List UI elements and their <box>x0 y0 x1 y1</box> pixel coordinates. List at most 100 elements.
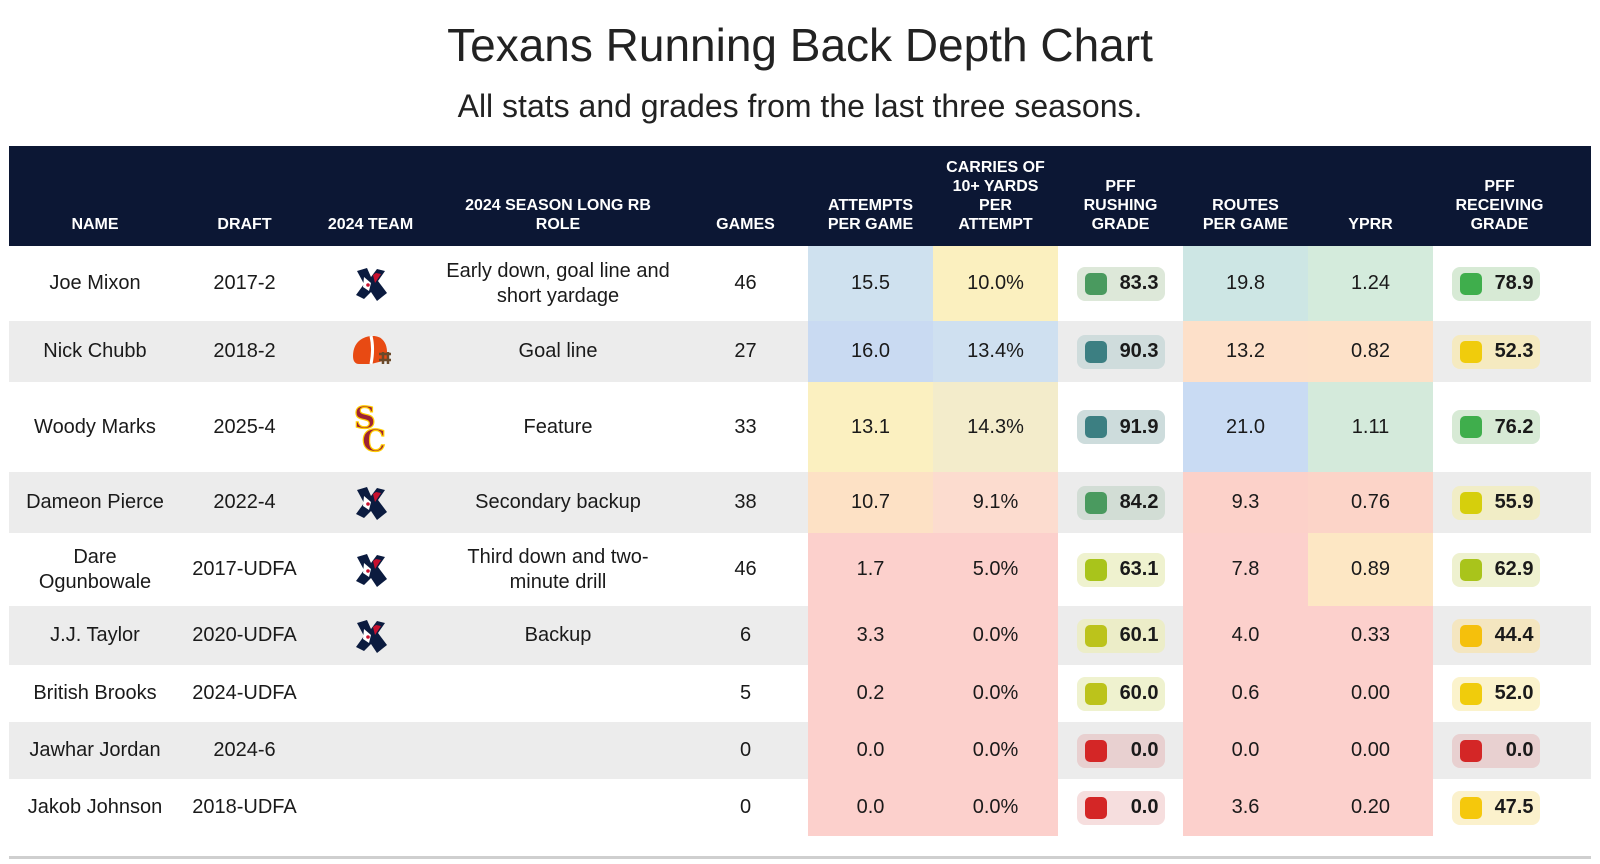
column-header: GAMES <box>716 216 775 233</box>
grade-value: 47.5 <box>1494 796 1534 818</box>
grade-value: 91.9 <box>1119 415 1159 438</box>
table-row: British Brooks 2024-UDFA 5 0.2 0.0% 60.0 0.6 0.… <box>9 665 1591 722</box>
player-name: Dare Ogunbowale <box>38 545 152 593</box>
rushing-grade-cell: 60.0 <box>1058 665 1183 722</box>
games-cell: 0 <box>739 739 752 761</box>
games-cell: 0 <box>739 796 752 818</box>
table-row: Woody Marks 2025-4 S C Feature 33 13.1 14.3% 91.… <box>9 382 1591 472</box>
draft-cell: 2020-UDFA <box>192 624 297 646</box>
player-name: Dameon Pierce <box>26 491 164 513</box>
receiving-grade-cell: 52.3 <box>1433 321 1558 382</box>
receiving-grade-cell: 47.5 <box>1433 779 1558 836</box>
usc-logo-icon: SC <box>353 400 386 454</box>
browns-helmet-icon <box>352 335 391 364</box>
yprr-cell: 0.76 <box>1308 472 1433 533</box>
grade-value: 90.3 <box>1119 340 1159 362</box>
column-header: YPRR <box>1348 216 1393 233</box>
player-name: British Brooks <box>33 682 157 704</box>
grade-value: 52.0 <box>1494 682 1534 704</box>
team-logo-cell <box>308 246 433 321</box>
grade-value: 0.0 <box>1130 739 1159 761</box>
column-header: 2024 TEAM <box>327 216 414 233</box>
carries-10-cell: 13.4% <box>933 321 1058 382</box>
yprr-cell: 0.82 <box>1308 321 1433 382</box>
yprr-cell: 0.89 <box>1308 533 1433 606</box>
carries-10-cell: 0.0% <box>933 722 1058 779</box>
table-row: Dameon Pierce 2022-4 Secondary backup 38 10.… <box>9 472 1591 533</box>
role-cell <box>433 779 683 836</box>
grade-indicator-icon <box>1084 796 1107 819</box>
attempts-cell: 1.7 <box>808 533 933 606</box>
grade-pill: 44.4 <box>1451 618 1540 653</box>
grade-pill: 78.9 <box>1451 266 1540 301</box>
grade-indicator-icon <box>1459 272 1482 295</box>
grade-pill: 76.2 <box>1451 410 1540 444</box>
games-cell: 27 <box>734 340 757 362</box>
games-cell: 46 <box>734 272 757 294</box>
chart-subtitle: All stats and grades from the last three… <box>457 88 1143 124</box>
rushing-grade-cell: 0.0 <box>1058 779 1183 836</box>
routes-cell: 13.2 <box>1183 321 1308 382</box>
games-cell: 5 <box>739 682 752 704</box>
grade-indicator-icon <box>1459 340 1482 363</box>
grade-value: 63.1 <box>1119 558 1159 580</box>
attempts-cell: 3.3 <box>808 606 933 665</box>
grade-pill: 55.9 <box>1451 485 1540 520</box>
role-cell: Secondary backup <box>475 491 641 513</box>
texans-logo-icon <box>355 553 387 587</box>
role-cell <box>433 722 683 779</box>
grade-pill: 60.0 <box>1076 676 1165 711</box>
yprr-cell: 0.20 <box>1308 779 1433 836</box>
carries-10-cell: 5.0% <box>933 533 1058 606</box>
team-logo-cell <box>308 779 433 836</box>
carries-10-cell: 14.3% <box>933 382 1058 472</box>
attempts-cell: 0.0 <box>808 779 933 836</box>
column-header: 2024 SEASON LONG RB ROLE <box>465 197 651 233</box>
role-cell: Feature <box>523 415 593 438</box>
role-cell <box>433 665 683 722</box>
player-name: Joe Mixon <box>49 272 141 294</box>
table-row: Jakob Johnson 2018-UDFA 0 0.0 0.0% 0.0 3.6 0.20… <box>9 779 1591 836</box>
grade-indicator-icon <box>1084 491 1107 514</box>
team-logo-cell <box>308 472 433 533</box>
grade-indicator-icon <box>1459 682 1482 705</box>
carries-10-cell: 0.0% <box>933 606 1058 665</box>
grade-indicator-icon <box>1459 416 1482 438</box>
team-logo-cell <box>308 533 433 606</box>
player-name: Woody Marks <box>34 415 156 438</box>
column-header: ATTEMPTS PER GAME <box>827 197 914 233</box>
grade-pill: 0.0 <box>1076 733 1165 768</box>
grade-value: 60.1 <box>1119 624 1159 646</box>
grade-indicator-icon <box>1084 416 1107 438</box>
games-cell: 38 <box>734 491 757 513</box>
role-cell: Backup <box>524 624 592 646</box>
grade-indicator-icon <box>1084 624 1107 647</box>
routes-cell: 7.8 <box>1183 533 1308 606</box>
routes-cell: 0.0 <box>1183 722 1308 779</box>
table-bottom-border <box>9 856 1591 859</box>
chart-title: Texans Running Back Depth Chart <box>447 19 1153 71</box>
games-cell: 46 <box>734 558 757 580</box>
carries-10-cell: 10.0% <box>933 246 1058 321</box>
column-header: NAME <box>71 216 119 233</box>
attempts-cell: 0.2 <box>808 665 933 722</box>
carries-10-cell: 0.0% <box>933 665 1058 722</box>
draft-cell: 2018-UDFA <box>192 796 297 818</box>
carries-10-cell: 0.0% <box>933 779 1058 836</box>
grade-indicator-icon <box>1459 558 1482 581</box>
rushing-grade-cell: 84.2 <box>1058 472 1183 533</box>
column-header: PFF RUSHING GRADE <box>1083 178 1158 233</box>
grade-indicator-icon <box>1084 739 1107 762</box>
svg-text:S: S <box>354 401 376 436</box>
draft-cell: 2024-UDFA <box>192 682 297 704</box>
draft-cell: 2022-4 <box>213 491 276 513</box>
yprr-cell: 1.11 <box>1308 382 1433 472</box>
receiving-grade-cell: 52.0 <box>1433 665 1558 722</box>
grade-value: 83.3 <box>1119 272 1159 294</box>
draft-cell: 2024-6 <box>213 739 276 761</box>
grade-indicator-icon <box>1084 558 1107 581</box>
routes-cell: 0.6 <box>1183 665 1308 722</box>
column-header: DRAFT <box>217 216 272 233</box>
grade-pill: 83.3 <box>1076 266 1165 301</box>
